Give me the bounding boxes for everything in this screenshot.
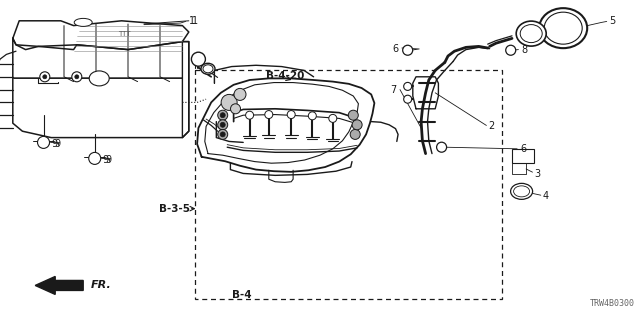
Circle shape <box>89 152 100 164</box>
Circle shape <box>230 104 241 114</box>
Circle shape <box>436 142 447 152</box>
Circle shape <box>403 45 413 55</box>
Text: 4: 4 <box>542 191 548 201</box>
Ellipse shape <box>513 186 529 197</box>
Circle shape <box>72 72 82 82</box>
Text: 3: 3 <box>534 169 541 179</box>
FancyArrow shape <box>35 276 83 294</box>
Text: 9: 9 <box>102 155 109 165</box>
Text: 7: 7 <box>390 84 397 95</box>
Circle shape <box>329 114 337 122</box>
Text: 6: 6 <box>392 44 399 54</box>
Text: B-3-5: B-3-5 <box>159 204 189 214</box>
Circle shape <box>191 52 205 66</box>
Circle shape <box>220 122 225 127</box>
Circle shape <box>246 111 253 119</box>
Circle shape <box>38 136 49 148</box>
Ellipse shape <box>89 71 109 86</box>
Text: TRW4B0300: TRW4B0300 <box>590 299 635 308</box>
Circle shape <box>234 88 246 100</box>
Text: 9: 9 <box>106 155 112 165</box>
Ellipse shape <box>74 18 92 26</box>
Circle shape <box>218 120 228 130</box>
Circle shape <box>350 129 360 140</box>
Ellipse shape <box>544 12 582 44</box>
Circle shape <box>221 94 237 110</box>
Text: FR.: FR. <box>92 280 112 291</box>
Circle shape <box>352 120 362 130</box>
Text: 9: 9 <box>51 139 58 149</box>
Circle shape <box>40 72 50 82</box>
Circle shape <box>348 110 358 120</box>
Text: B-4-20: B-4-20 <box>266 71 304 81</box>
Circle shape <box>404 95 412 103</box>
Circle shape <box>506 45 516 55</box>
Text: B-4: B-4 <box>232 290 252 300</box>
Circle shape <box>218 129 228 140</box>
Text: 8: 8 <box>522 45 528 55</box>
Text: 1: 1 <box>192 16 198 26</box>
Ellipse shape <box>520 25 542 43</box>
Text: 2: 2 <box>488 121 495 132</box>
Ellipse shape <box>516 21 546 46</box>
Ellipse shape <box>201 63 215 74</box>
Text: 1: 1 <box>189 16 195 27</box>
Ellipse shape <box>540 8 588 48</box>
Circle shape <box>220 113 225 118</box>
Circle shape <box>265 110 273 118</box>
Ellipse shape <box>511 183 532 199</box>
Circle shape <box>75 75 79 79</box>
Circle shape <box>43 75 47 79</box>
Text: 5: 5 <box>609 16 615 27</box>
Circle shape <box>404 82 412 90</box>
Circle shape <box>308 112 316 120</box>
Circle shape <box>218 110 228 120</box>
Ellipse shape <box>203 65 213 73</box>
Text: 6: 6 <box>520 144 527 155</box>
Circle shape <box>287 110 295 118</box>
Text: TTT: TTT <box>118 31 131 36</box>
Text: 9: 9 <box>54 139 61 149</box>
Bar <box>195 70 502 299</box>
Bar <box>512 149 534 163</box>
Circle shape <box>220 132 225 137</box>
